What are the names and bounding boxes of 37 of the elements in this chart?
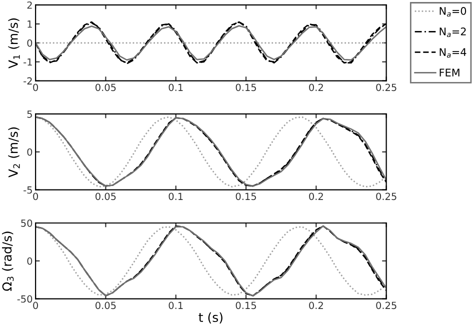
y-axis-title: V$_{1}$ (m/s): [8, 18, 20, 68]
x-tick-label: 0.2: [309, 192, 323, 200]
x-tick-label: 0.05: [96, 192, 116, 200]
y-tick-label: 0: [27, 257, 32, 265]
y-tick-label: 0: [27, 148, 32, 156]
x-axis-title: t (s): [198, 312, 222, 324]
legend-label: N$_{a}$=0: [440, 7, 466, 17]
x-tick-label: 0: [33, 84, 38, 92]
x-tick-label: 0.25: [376, 84, 396, 92]
y-tick-label: -5: [24, 186, 32, 194]
y-axis-title: V$_{2}$ (m/s): [8, 127, 20, 178]
legend-label: N$_{a}$=4: [440, 48, 466, 58]
x-tick-label: 0.1: [168, 192, 183, 200]
y-axis-title: Ω$_{3}$ (rad/s): [2, 232, 14, 291]
x-tick-label: 0: [33, 192, 38, 200]
legend-label: N$_{a}$=2: [440, 28, 466, 38]
x-tick-label: 0.15: [236, 192, 256, 200]
x-tick-label: 0.05: [96, 84, 116, 92]
y-tick-label: -2: [24, 77, 32, 84]
y-tick-label: -50: [17, 295, 32, 303]
y-tick-label: 5: [27, 110, 32, 118]
x-tick-label: 0.25: [376, 192, 396, 200]
x-tick-label: 0.1: [168, 84, 183, 92]
y-tick-label: 0: [27, 39, 32, 47]
x-tick-label: 0.2: [309, 84, 323, 92]
y-tick-label: 50: [21, 219, 32, 227]
x-tick-label: 0.1: [168, 302, 183, 310]
y-tick-label: -1: [24, 58, 32, 66]
x-tick-label: 0.2: [309, 302, 323, 310]
y-tick-label: 2: [27, 1, 32, 9]
x-tick-label: 0.15: [236, 84, 256, 92]
x-tick-label: 0.25: [376, 302, 396, 310]
y-tick-label: 1: [28, 20, 32, 28]
x-tick-label: 0.05: [96, 302, 116, 310]
x-tick-label: 0.15: [236, 302, 256, 310]
legend-label: FEM: [440, 68, 460, 76]
x-tick-label: 0: [33, 302, 38, 310]
